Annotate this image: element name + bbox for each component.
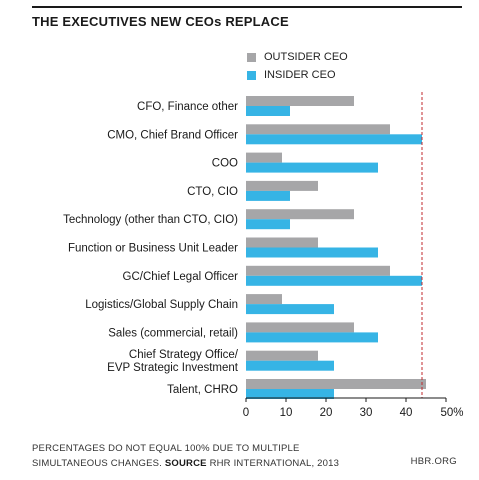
x-tick-label: 40: [400, 407, 413, 419]
category-label: EVP Strategic Investment: [107, 362, 239, 374]
bar-outsider: [246, 322, 354, 333]
x-tick-label: 10: [280, 407, 293, 419]
bar-outsider: [246, 237, 318, 248]
category-label: Sales (commercial, retail): [108, 327, 238, 339]
category-label: Logistics/Global Supply Chain: [85, 299, 238, 311]
legend-label-outsider: OUTSIDER CEO: [264, 51, 348, 63]
bar-outsider: [246, 350, 318, 361]
bar-outsider: [246, 124, 390, 135]
chart-title: THE EXECUTIVES NEW CEOs REPLACE: [32, 14, 289, 29]
category-label: CTO, CIO: [187, 186, 238, 198]
bar-insider: [246, 190, 290, 201]
bar-insider: [246, 360, 334, 371]
bar-insider: [246, 162, 378, 173]
source-text: RHR INTERNATIONAL, 2013: [209, 458, 340, 469]
category-label: Technology (other than CTO, CIO): [63, 214, 238, 226]
bar-outsider: [246, 294, 282, 305]
category-label: Chief Strategy Office/: [129, 349, 239, 361]
bar-insider: [246, 389, 334, 399]
bar-outsider: [246, 209, 354, 220]
bar-insider: [246, 275, 422, 286]
footer-note-line2: SIMULTANEOUS CHANGES. SOURCE RHR INTERNA…: [32, 456, 339, 471]
legend-label-insider: INSIDER CEO: [264, 69, 336, 81]
category-label: Talent, CHRO: [167, 384, 238, 396]
bar-insider: [246, 106, 290, 116]
bar-insider: [246, 304, 334, 315]
bar-outsider: [246, 265, 390, 276]
x-tick-label: 50%: [440, 407, 463, 419]
footer-note-line2-text: SIMULTANEOUS CHANGES.: [32, 458, 163, 469]
bar-outsider: [246, 96, 354, 106]
x-tick-label: 20: [320, 407, 333, 419]
top-rule: [32, 6, 462, 8]
bar-outsider: [246, 379, 426, 389]
bar-insider: [246, 247, 378, 258]
legend-swatch-insider: [247, 70, 256, 80]
legend: OUTSIDER CEO INSIDER CEO: [247, 48, 348, 84]
footer-note-line1: PERCENTAGES DO NOT EQUAL 100% DUE TO MUL…: [32, 443, 300, 454]
bar-chart: CFO, Finance other CMO, Chief Brand Offic…: [63, 92, 464, 419]
bar-insider: [246, 219, 290, 230]
footer-note: PERCENTAGES DO NOT EQUAL 100% DUE TO MUL…: [32, 441, 339, 471]
bar-insider: [246, 332, 378, 343]
legend-item-outsider: OUTSIDER CEO: [247, 48, 348, 66]
x-tick-label: 0: [243, 407, 249, 419]
category-label: GC/Chief Legal Officer: [123, 271, 239, 283]
bar-outsider: [246, 152, 282, 163]
bar-insider: [246, 134, 422, 145]
legend-swatch-outsider: [247, 52, 256, 62]
x-tick-label: 30: [360, 407, 373, 419]
source-label: SOURCE: [164, 458, 207, 469]
brand-label: HBR.ORG: [410, 456, 457, 467]
bar-outsider: [246, 180, 318, 191]
category-label: Function or Business Unit Leader: [68, 243, 238, 255]
legend-item-insider: INSIDER CEO: [247, 66, 348, 84]
category-label: CMO, Chief Brand Officer: [107, 129, 238, 141]
category-label: CFO, Finance other: [137, 101, 238, 113]
category-label: COO: [212, 158, 238, 170]
